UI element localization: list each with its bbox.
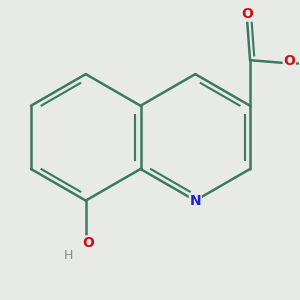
Text: O: O: [241, 7, 253, 21]
Text: O: O: [283, 54, 295, 68]
Text: O: O: [82, 236, 94, 250]
Text: N: N: [190, 194, 201, 208]
Text: H: H: [63, 249, 73, 262]
